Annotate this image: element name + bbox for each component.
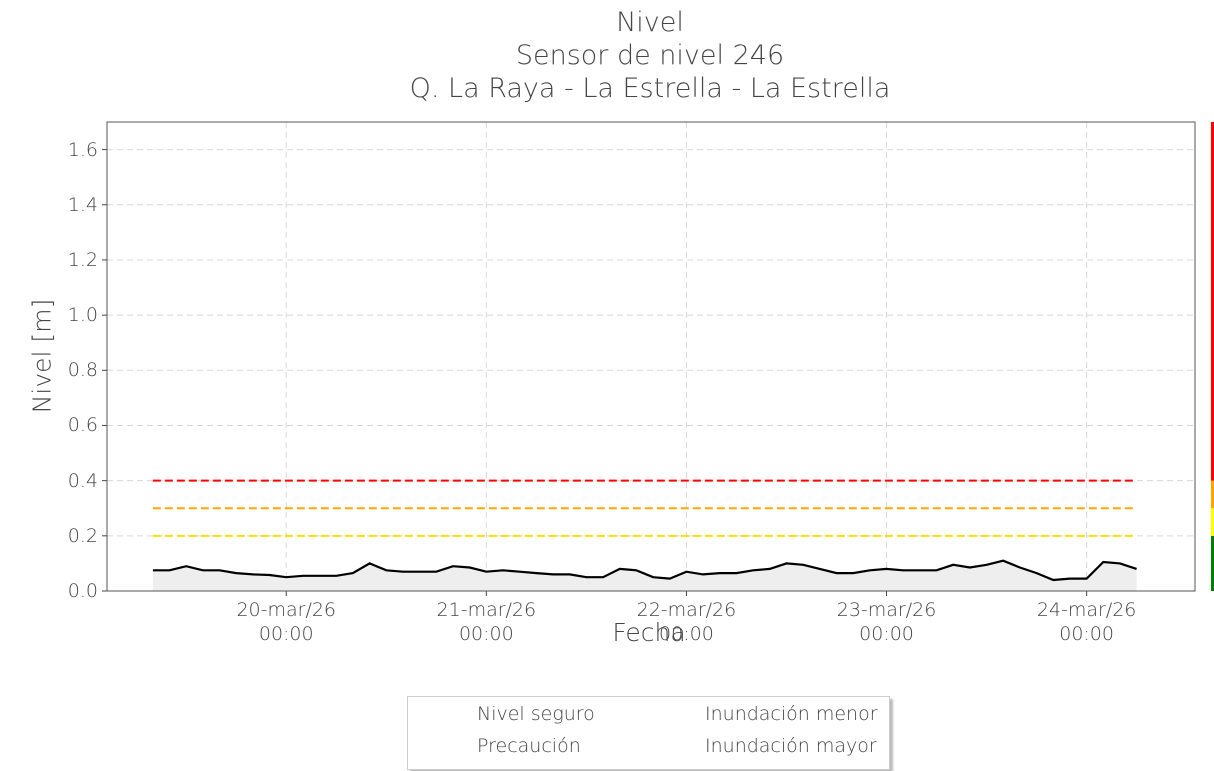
chart-title: Nivel — [616, 7, 684, 38]
x-tick-label: 22-mar/26 00:00 — [636, 599, 737, 645]
area — [152, 560, 1137, 591]
y-tick-label: 1.6 — [67, 138, 98, 161]
y-tick-label: 0.8 — [67, 359, 98, 382]
y-tick-label: 1.2 — [67, 248, 98, 271]
level-bar — [1211, 122, 1214, 481]
legend-label: Inundación menor — [705, 703, 878, 725]
level-bar — [1211, 480, 1214, 509]
y-tick-label: 0.6 — [67, 414, 98, 437]
y-tick-label: 1.0 — [67, 304, 98, 327]
y-tick-label: 0.4 — [67, 469, 98, 492]
legend-label: Precaución — [477, 735, 581, 757]
chart-title: Q. La Raya - La Estrella - La Estrella — [409, 73, 891, 104]
legend-label: Inundación mayor — [705, 735, 877, 757]
y-tick-label: 1.4 — [67, 193, 98, 216]
level-bar — [1211, 508, 1214, 536]
chart-title: Sensor de nivel 246 — [515, 40, 785, 71]
x-tick-label: 23-mar/26 00:00 — [836, 599, 937, 645]
legend — [407, 696, 890, 770]
x-axis-label: Fecha — [612, 618, 686, 647]
plot-frame — [106, 121, 1196, 592]
x-tick-label: 21-mar/26 00:00 — [436, 599, 537, 645]
y-axis-label: Nivel [m] — [27, 298, 57, 414]
x-tick-label: 24-mar/26 00:00 — [1036, 599, 1137, 645]
y-tick-label: 0.0 — [67, 580, 98, 602]
y-tick-label: 0.2 — [67, 524, 98, 547]
line — [152, 559, 1137, 582]
legend-label: Nivel seguro — [477, 703, 595, 725]
x-tick-label: 20-mar/26 00:00 — [236, 599, 337, 645]
level-bar — [1211, 535, 1214, 591]
